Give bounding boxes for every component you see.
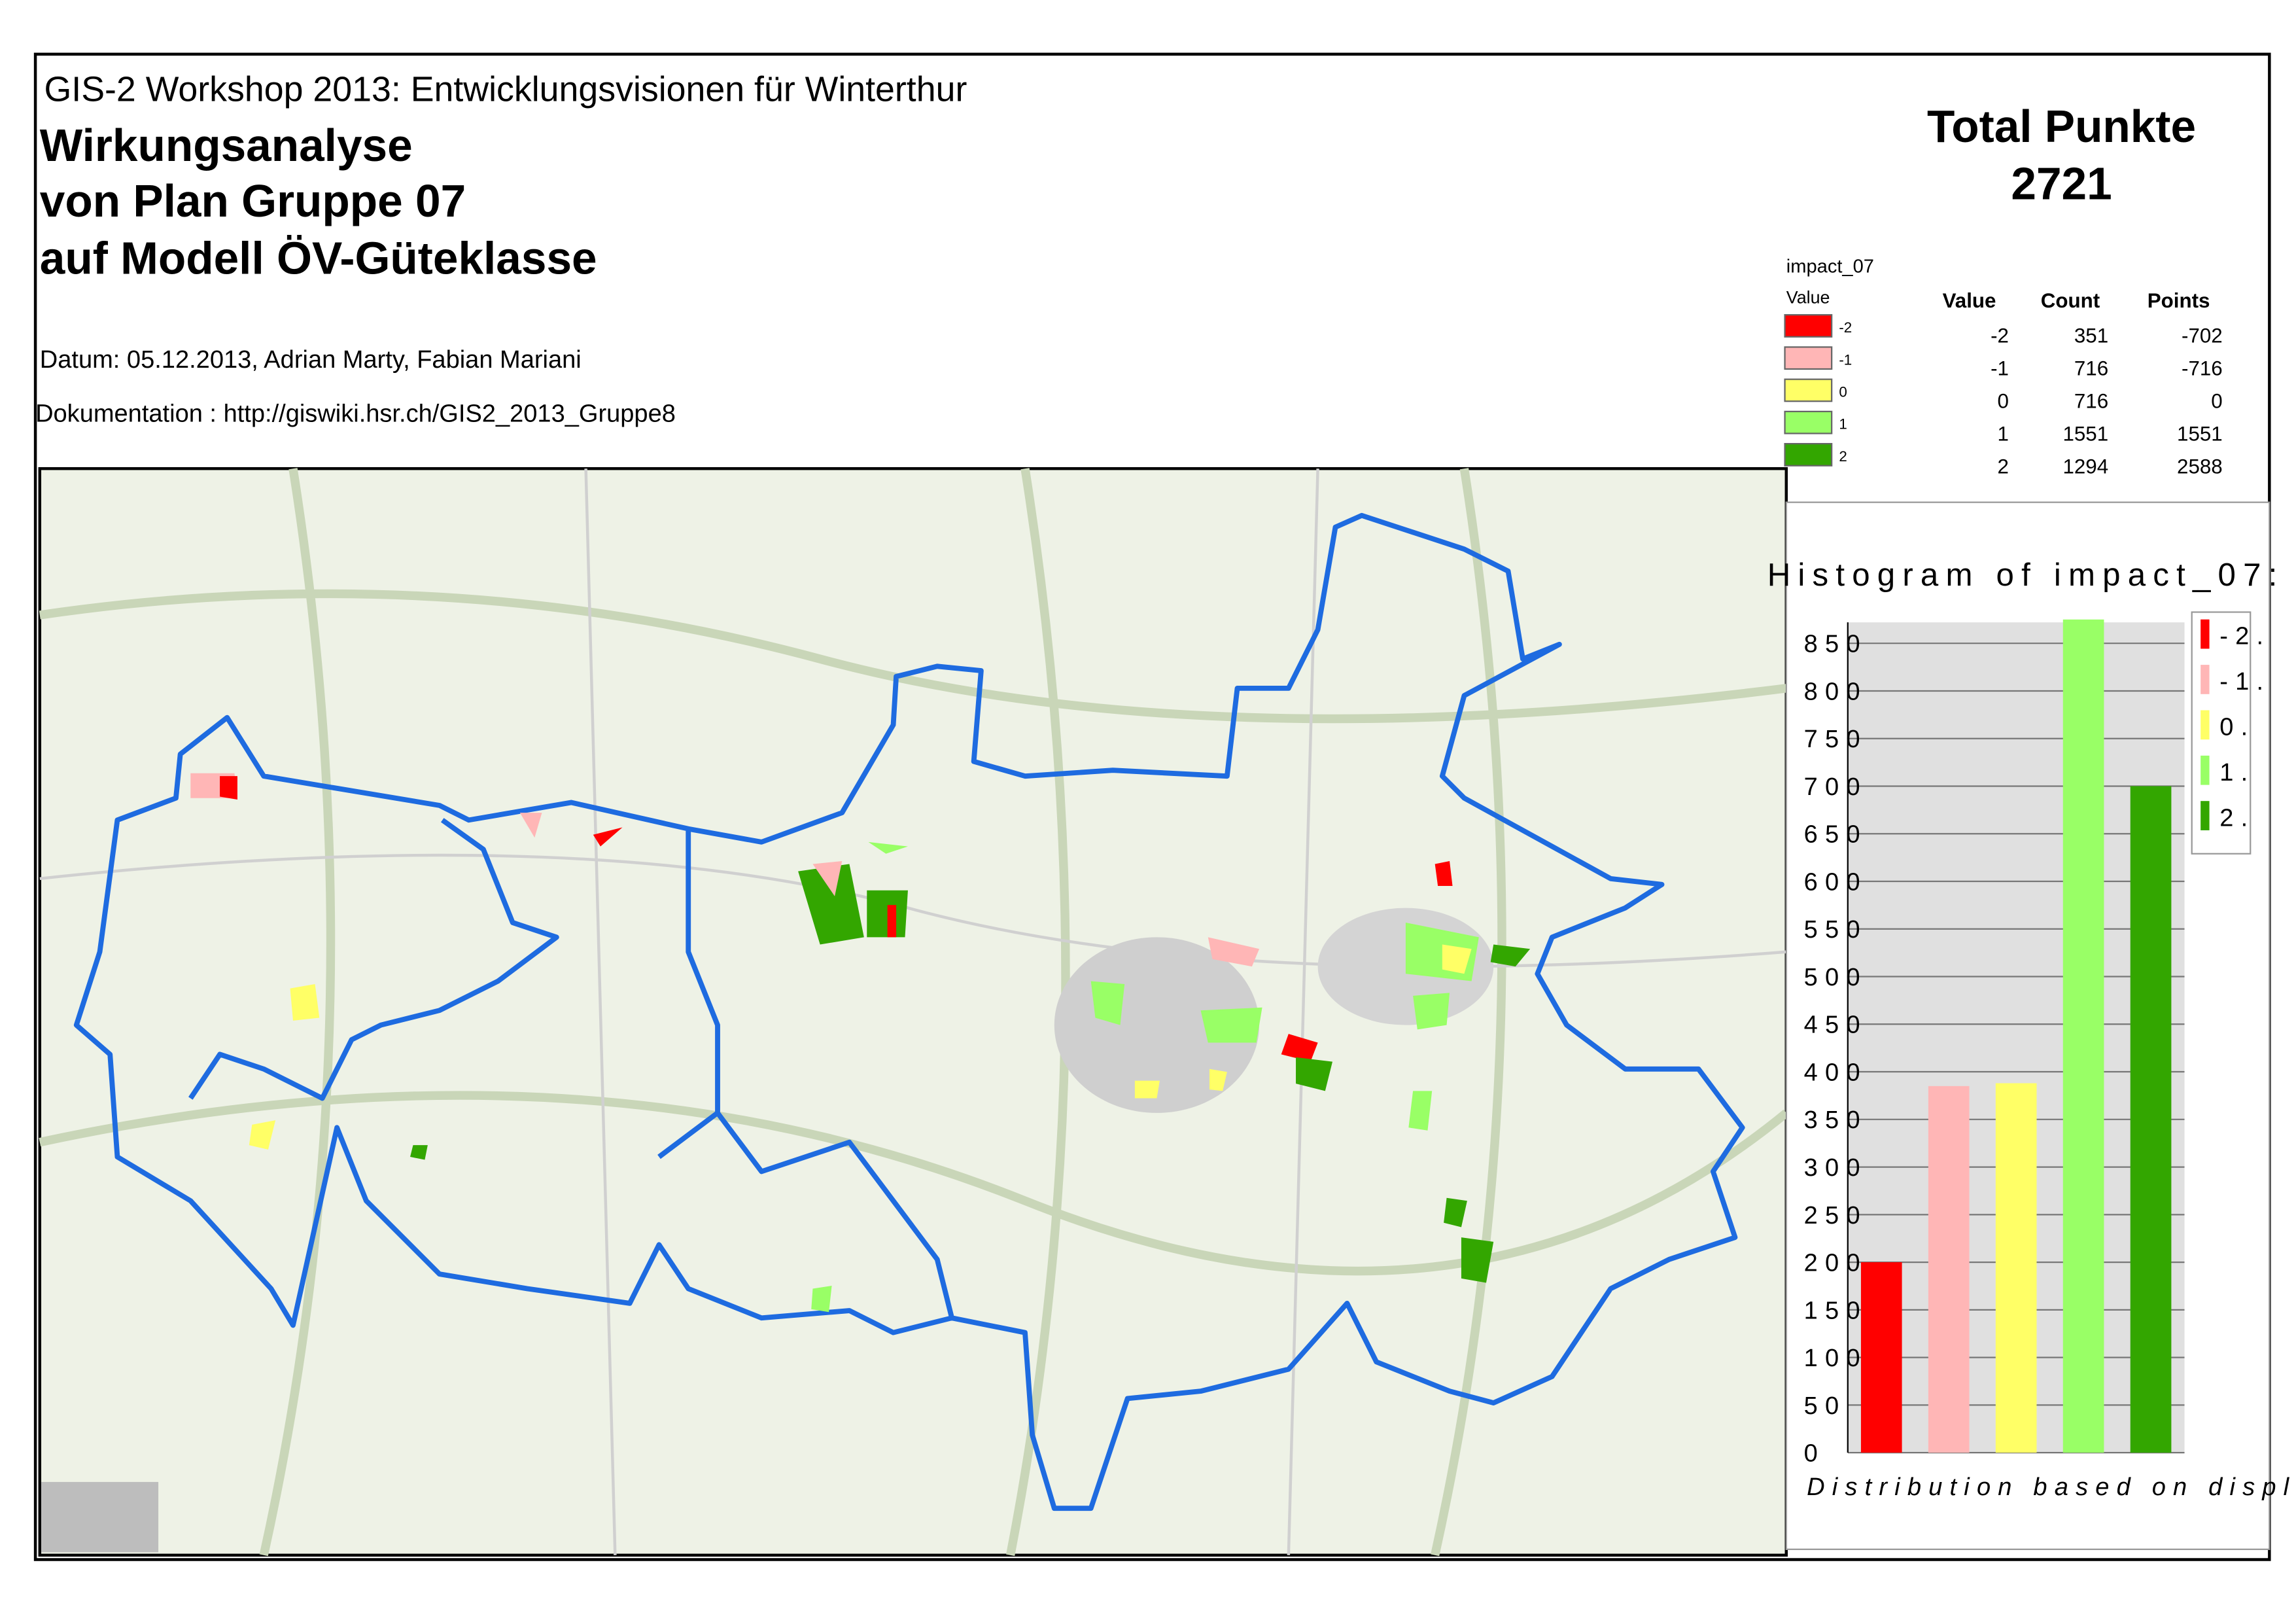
table-cell: 1551 (2177, 422, 2223, 445)
legend-label: 1 (1839, 416, 1847, 432)
y-tick-label: 500 (1804, 964, 1868, 991)
y-tick-label: 0 (1804, 1440, 1825, 1468)
legend-subtitle: Value (1786, 287, 1830, 307)
total-label: Total Punkte (1927, 101, 2196, 152)
date: Datum: 05.12.2013, Adrian Marty, Fabian … (40, 346, 582, 374)
y-tick-label: 50 (1804, 1392, 1847, 1420)
table-cell: 0 (1998, 390, 2009, 413)
histogram-title: Histogram of impact_07: Fie (1767, 557, 2296, 593)
y-tick-label: 750 (1804, 726, 1868, 753)
y-tick-label: 200 (1804, 1250, 1868, 1277)
table: Value Count Points -2 351 -702 -1 716 -716 0 716 0 1… (1943, 289, 2223, 478)
y-tick-label: 300 (1804, 1154, 1868, 1182)
table-cell: 1551 (2062, 422, 2108, 445)
bar (1995, 1083, 2037, 1453)
y-tick-label: 150 (1804, 1297, 1868, 1324)
legend-swatch (1784, 346, 1833, 370)
histogram-footer: Distribution based on display resolu (1807, 1474, 2296, 1501)
table-header: Points (2148, 289, 2210, 312)
table-cell: 1294 (2062, 455, 2108, 478)
y-tick-label: 350 (1804, 1106, 1868, 1134)
y-tick-label: 850 (1804, 631, 1868, 658)
table-cell: 716 (2074, 357, 2108, 380)
title: Wirkungsanalyse (40, 120, 413, 171)
table-cell: 0 (2211, 390, 2222, 413)
legend-swatch (2200, 801, 2210, 830)
legend-swatch (2200, 710, 2210, 740)
table-cell: -702 (2182, 325, 2223, 347)
title: auf Modell ÖV-Güteklasse (40, 233, 597, 284)
y-tick-label: 250 (1804, 1202, 1868, 1229)
legend-label: -2 (1839, 319, 1852, 336)
table-cell: 716 (2074, 390, 2108, 413)
table-header: Value (1943, 289, 1996, 312)
map (38, 467, 1790, 1557)
table-header: Count (2041, 289, 2100, 312)
legend-label: -1 (1839, 351, 1852, 368)
y-tick-label: 550 (1804, 916, 1868, 944)
table-cell: 2588 (2177, 455, 2223, 478)
legend-label: 0. (2219, 714, 2255, 741)
y-tick-label: 650 (1804, 821, 1868, 849)
legend-label: 1. (2219, 759, 2255, 786)
legend-swatch (1784, 443, 1833, 467)
y-tick-label: 600 (1804, 868, 1868, 896)
table-cell: -1 (1991, 357, 2009, 380)
total-value: 2721 (2011, 158, 2112, 209)
title: von Plan Gruppe 07 (40, 175, 466, 226)
legend: -2 -1 0 1 2 (1784, 314, 1852, 467)
table-cell: -716 (2182, 357, 2223, 380)
doc-link: Dokumentation : http://giswiki.hsr.ch/GI… (35, 400, 676, 428)
legend-label: -2. (2219, 623, 2270, 650)
table-cell: 2 (1998, 455, 2009, 478)
legend-swatch (2200, 755, 2210, 785)
legend-swatch (1784, 410, 1833, 434)
y-tick-label: 450 (1804, 1012, 1868, 1039)
legend-swatch (1784, 314, 1833, 338)
bar (2062, 619, 2104, 1453)
y-tick-label: 700 (1804, 773, 1868, 801)
legend-label: 0 (1839, 384, 1847, 400)
table-cell: 1 (1998, 422, 2009, 445)
legend-swatch (2200, 665, 2210, 694)
y-tick-label: 100 (1804, 1345, 1868, 1372)
legend-label: -1. (2219, 668, 2270, 696)
bar (1860, 1262, 1902, 1453)
legend-title: impact_07 (1786, 256, 1874, 277)
subtitle: GIS-2 Workshop 2013: Entwicklungsvisione… (44, 69, 967, 109)
table-cell: -2 (1991, 325, 2009, 347)
legend-label: 2. (2219, 804, 2255, 832)
histogram: 0 50 100 150 200 250 300 350 400 450 500 550 600 650 7… (1804, 611, 2270, 1468)
legend-swatch (1784, 378, 1833, 402)
bar (1928, 1086, 1970, 1453)
y-tick-label: 400 (1804, 1059, 1868, 1086)
legend-label: 2 (1839, 448, 1847, 465)
legend-swatch (2200, 619, 2210, 649)
y-tick-label: 800 (1804, 678, 1868, 705)
bar (2130, 786, 2172, 1453)
table-cell: 351 (2074, 325, 2108, 347)
